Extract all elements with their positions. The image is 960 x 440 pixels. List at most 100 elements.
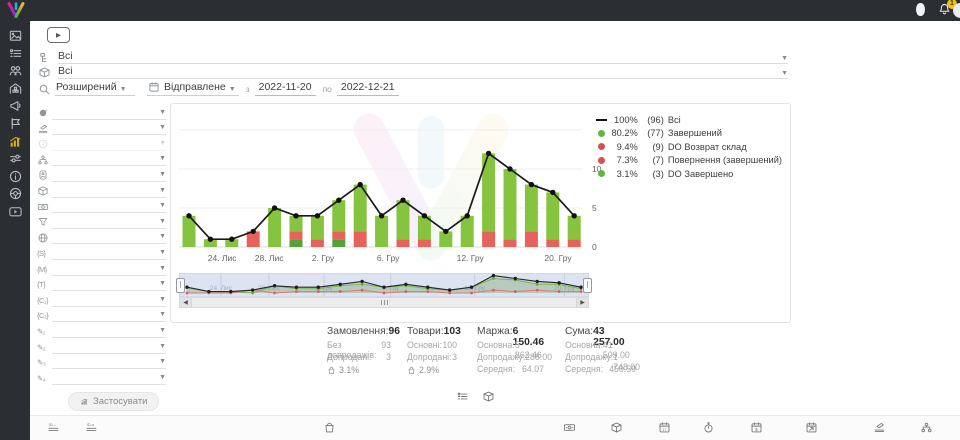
filter-dropdown-8[interactable]: ▼ <box>52 230 166 245</box>
filter-dropdown-6[interactable]: ▼ <box>52 199 166 214</box>
filter-row-tag-m-icon: {M} ▼ <box>30 260 170 276</box>
filter-row-funnel-icon: ▼ <box>30 213 170 229</box>
bag-icon <box>407 366 416 375</box>
svg-text:20. Гру: 20. Гру <box>554 285 576 292</box>
filter-dropdown-9[interactable]: ▼ <box>52 246 166 260</box>
video-help-button[interactable]: ▶ <box>47 27 70 43</box>
package-icon[interactable] <box>610 421 623 434</box>
filter-dropdown-4[interactable]: ▼ <box>52 168 166 182</box>
filter-dropdown-5[interactable]: ▼ <box>52 184 166 198</box>
scroll-left-arrow[interactable]: ◀ <box>180 298 192 307</box>
source-filter-value: Всі <box>58 50 73 62</box>
orders-chart[interactable]: 0 5 10 24. Лис 28. Лис 2. Гру 6. Гру 12. Гру 20.… <box>179 110 611 270</box>
view-package-icon[interactable] <box>482 390 495 403</box>
legend-item[interactable]: 3.1% (3) DO Завершено <box>595 167 782 181</box>
chevron-down-icon: ▼ <box>781 70 788 77</box>
sidebar-item-info-icon[interactable] <box>6 169 24 184</box>
filter-row-tag-c2-icon: {C₂} ▼ <box>30 307 170 323</box>
filter-dropdown-14[interactable]: ▼ <box>52 324 166 338</box>
notifications-bell-icon[interactable]: 1 <box>937 0 957 17</box>
filter-dropdown-0[interactable]: ▼ <box>52 106 166 120</box>
status-layers-icon[interactable] <box>873 421 886 434</box>
calendar-17-icon[interactable]: 17 <box>658 421 671 434</box>
product-filter-dropdown[interactable]: Всі ▼ <box>38 65 788 79</box>
app-logo[interactable] <box>5 1 27 20</box>
calendar-icon <box>148 81 160 93</box>
sidebar-item-orders-list-icon[interactable] <box>6 46 24 61</box>
filter-dropdown-15[interactable]: ▼ <box>52 340 166 354</box>
filter-dropdown-10[interactable]: ▼ <box>52 262 166 276</box>
notification-badge: 1 <box>947 0 957 9</box>
chevron-down-icon: ▼ <box>159 295 166 303</box>
presence-indicator-icon[interactable] <box>916 3 925 16</box>
navigator-left-handle[interactable] <box>176 278 185 293</box>
legend-item[interactable]: 100% (96) Всі <box>595 113 782 127</box>
sidebar-item-statistics-chart-icon[interactable] <box>6 134 24 149</box>
filter-row-tag-c1-icon: {C₁} ▼ <box>30 291 170 307</box>
legend-item[interactable]: 9.4% (9) DO Возврат склад <box>595 140 782 154</box>
globe-icon <box>37 231 52 244</box>
stat-block: Замовлення: 96 Без допродажів: 93 Допродані… <box>327 326 400 375</box>
id-list-2-icon[interactable]: ID-o <box>85 421 98 434</box>
sitemap-icon[interactable] <box>920 421 933 434</box>
filter-dropdown-1[interactable]: ▼ <box>52 121 166 136</box>
line-swatch-icon <box>595 118 607 121</box>
legend-item[interactable]: 80.2% (77) Завершений <box>595 127 782 141</box>
sidebar-item-settings-sliders-icon[interactable] <box>6 151 24 166</box>
view-toggle-group <box>456 390 495 403</box>
date-from-input[interactable]: 2022-11-20 <box>254 81 316 96</box>
filter-dropdown-17[interactable]: ▼ <box>52 371 166 385</box>
sidebar-item-customers-icon[interactable] <box>6 63 24 78</box>
chart-scrollbar[interactable]: ◀ ▶ <box>179 297 589 308</box>
tag-c1-icon: {C₁} <box>37 295 48 305</box>
chevron-down-icon: ▼ <box>159 139 166 147</box>
filter-row-pencil-1-icon: ✎₁ ▼ <box>30 322 170 338</box>
sidebar-item-support-wheel-icon[interactable] <box>6 186 24 201</box>
sidebar-item-dashboard-cards-icon[interactable] <box>6 28 24 43</box>
apply-chart-icon <box>80 397 89 406</box>
svg-text:28. Лис: 28. Лис <box>255 253 285 263</box>
filter-dropdown-16[interactable]: ▼ <box>52 355 166 370</box>
date-to-input[interactable]: 2022-12-21 <box>336 81 399 96</box>
chevron-down-icon: ▼ <box>159 280 166 288</box>
filter-dropdown-11[interactable]: ▼ <box>52 277 166 292</box>
chart-card: 0 5 10 24. Лис 28. Лис 2. Гру 6. Гру 12. Гру 20.… <box>170 103 791 323</box>
filter-dropdown-2[interactable]: ▼ <box>52 137 166 151</box>
date-field-dropdown[interactable]: Відправлене ▼ <box>147 81 239 96</box>
chevron-down-icon: ▼ <box>159 233 166 241</box>
svg-text:10: 10 <box>592 164 602 174</box>
filter-row-pencil-3-icon: ✎₃ ▼ <box>30 354 170 370</box>
sidebar-item-video-tutorials-icon[interactable] <box>6 204 24 219</box>
sidebar-item-funnel-flag-icon[interactable] <box>6 116 24 131</box>
id-list-1-icon[interactable]: ID— <box>47 421 60 434</box>
filter-row-pencil-2-icon: ✎₂ ▼ <box>30 338 170 354</box>
search-mode-dropdown[interactable]: Розширений ▼ <box>55 81 135 96</box>
filter-dropdown-13[interactable]: ▼ <box>52 308 166 323</box>
stopwatch-icon[interactable] <box>702 421 715 434</box>
sidebar-item-marketing-megaphone-icon[interactable] <box>6 98 24 113</box>
chart-navigator[interactable]: 24. Лис 28. Лис 2. Гру 6. Гру 12. Гру 20. Гру <box>176 273 592 297</box>
apply-button[interactable]: Застосувати <box>68 391 160 411</box>
scroll-right-arrow[interactable]: ▶ <box>576 298 588 307</box>
scrollbar-grip[interactable] <box>380 300 388 305</box>
bag-icon[interactable] <box>323 421 336 434</box>
legend-item[interactable]: 7.3% (7) Повернення (завершений) <box>595 154 782 168</box>
id-badge-icon <box>37 169 52 182</box>
filter-dropdown-12[interactable]: ▼ <box>52 293 166 307</box>
calendar-currency-icon[interactable]: $ <box>750 421 763 434</box>
calendar-export-icon[interactable] <box>805 421 818 434</box>
stat-block: Товари: 103 Основні: 100 Допродані: 3 2.9% <box>407 326 461 375</box>
search-icon[interactable] <box>38 83 51 96</box>
view-orders-list-icon[interactable] <box>456 390 469 403</box>
svg-text:28. Лис: 28. Лис <box>258 285 281 292</box>
navigator-right-handle[interactable] <box>583 278 592 293</box>
sidebar-item-warehouse-icon[interactable] <box>6 81 24 96</box>
cut-off-avatar-icon[interactable] <box>953 3 960 18</box>
filter-dropdown-3[interactable]: ▼ <box>52 152 166 167</box>
chevron-down-icon: ▼ <box>159 108 166 116</box>
source-filter-dropdown[interactable]: Всі ▼ <box>38 50 788 64</box>
filter-dropdown-7[interactable]: ▼ <box>52 215 166 229</box>
dot-swatch-icon <box>597 129 605 137</box>
banknote-icon[interactable] <box>563 421 576 434</box>
filter-panel: ▼ ▼ ? ▼ ▼ ▼ ▼ ▼ ▼ ▼ {S} ▼ {M} ▼ {T} ▼ <box>30 104 170 411</box>
